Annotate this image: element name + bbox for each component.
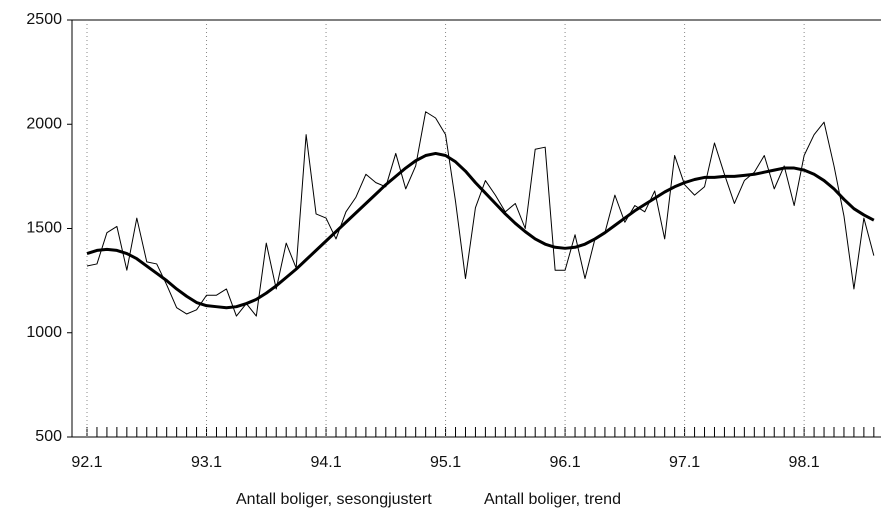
x-tick-label: 92.1 [71, 454, 102, 471]
y-tick-label: 1000 [26, 324, 62, 341]
y-tick-label: 1500 [26, 220, 62, 237]
x-tick-label: 93.1 [191, 454, 222, 471]
series-line [86, 111, 875, 317]
x-tick-label: 95.1 [430, 454, 461, 471]
legend-label: Antall boliger, sesongjustert [236, 491, 432, 508]
x-tick-label: 96.1 [550, 454, 581, 471]
y-tick-label: 500 [35, 428, 62, 445]
x-tick-label: 98.1 [789, 454, 820, 471]
series-line [86, 151, 875, 310]
x-tick-label: 94.1 [310, 454, 341, 471]
x-tick-label: 97.1 [669, 454, 700, 471]
y-tick-label: 2500 [26, 11, 62, 28]
legend-label: Antall boliger, trend [484, 491, 621, 508]
y-tick-label: 2000 [26, 115, 62, 132]
